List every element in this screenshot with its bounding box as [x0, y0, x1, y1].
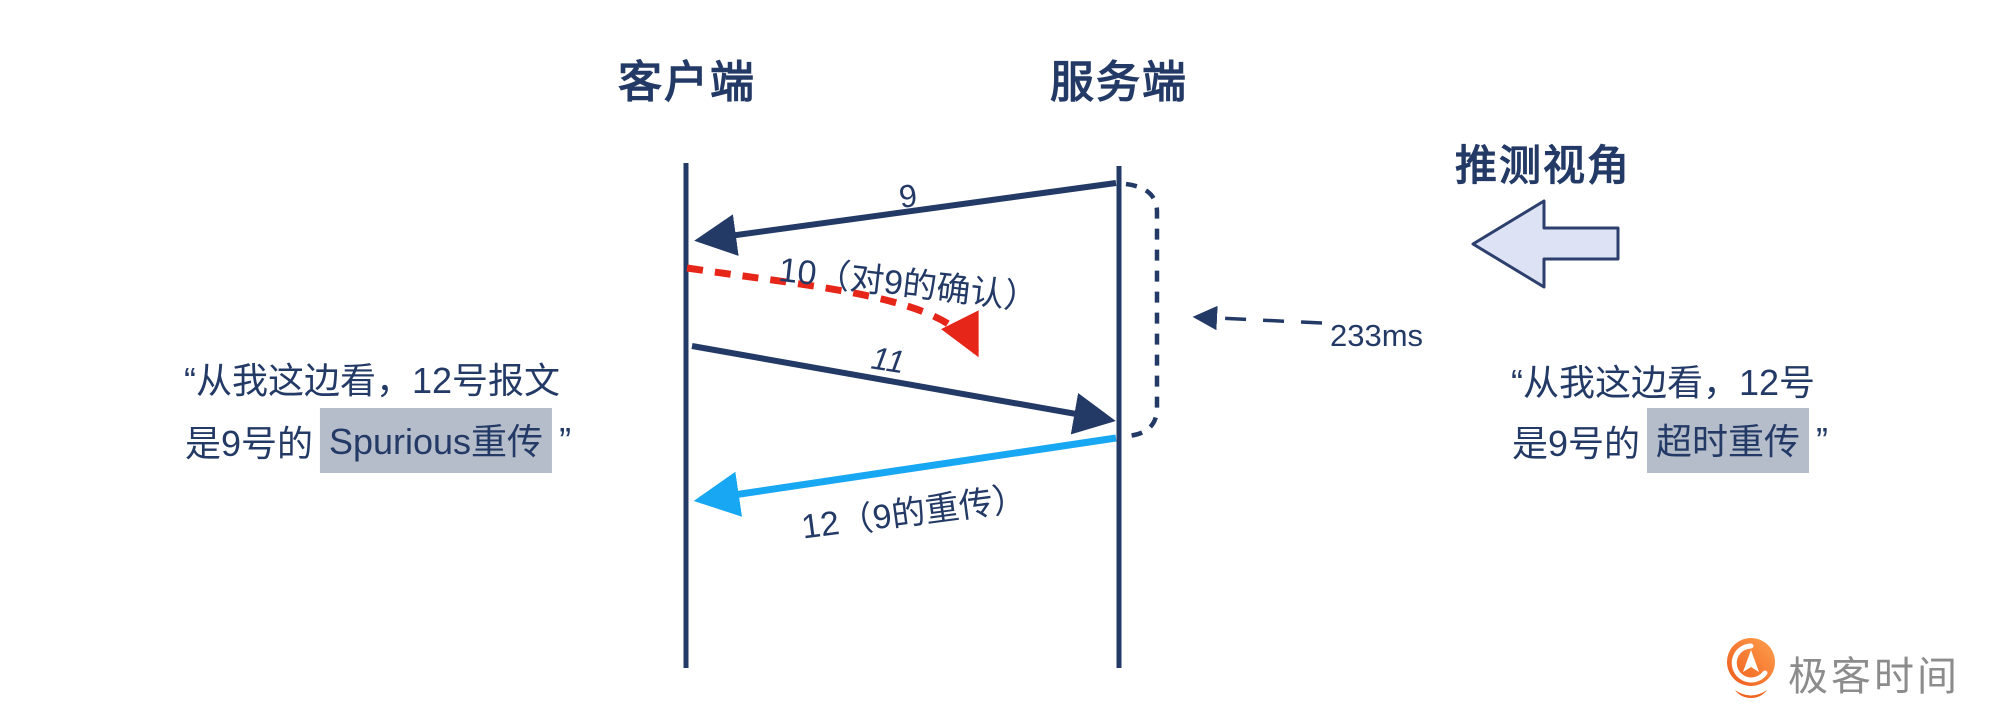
server-quote-line2-suffix: ”: [1816, 419, 1829, 461]
client-quote-line1: “从我这边看，12号报文: [183, 360, 561, 401]
server-quote-highlight: 超时重传: [1647, 408, 1810, 473]
speculation-view-label: 推测视角: [1454, 142, 1632, 189]
timer-pointer-arrow: [1192, 305, 1323, 331]
server-quote-line1: “从我这边看，12号: [1510, 362, 1816, 403]
message-11-label: 11: [868, 339, 908, 381]
server-quote-line2-prefix: 是9号的: [1511, 422, 1641, 464]
speculation-direction-arrow-icon: [1471, 199, 1620, 289]
message-10-ack-lost-arrow: [686, 264, 980, 358]
client-quote-line2-suffix: ”: [559, 419, 572, 461]
server-quote-line2: 是9号的 超时重传 ”: [1512, 408, 1828, 473]
geektime-logo-text: 极客时间: [1788, 655, 1960, 699]
client-quote-line2-prefix: 是9号的: [184, 422, 313, 464]
timeout-bracket: [1125, 181, 1160, 439]
message-11-arrow: [691, 343, 1116, 435]
message-9-arrow: [694, 180, 1117, 256]
client-quote-highlight: Spurious重传: [319, 408, 553, 473]
actor-client-label: 客户端: [618, 58, 756, 107]
message-12-retransmit-arrow: [693, 434, 1117, 517]
geektime-pin-icon: [1727, 638, 1775, 698]
timer-233ms-label: 233ms: [1330, 318, 1424, 353]
actor-server-label: 服务端: [1050, 58, 1188, 107]
client-quote-line2: 是9号的 Spurious重传 ”: [185, 408, 571, 473]
